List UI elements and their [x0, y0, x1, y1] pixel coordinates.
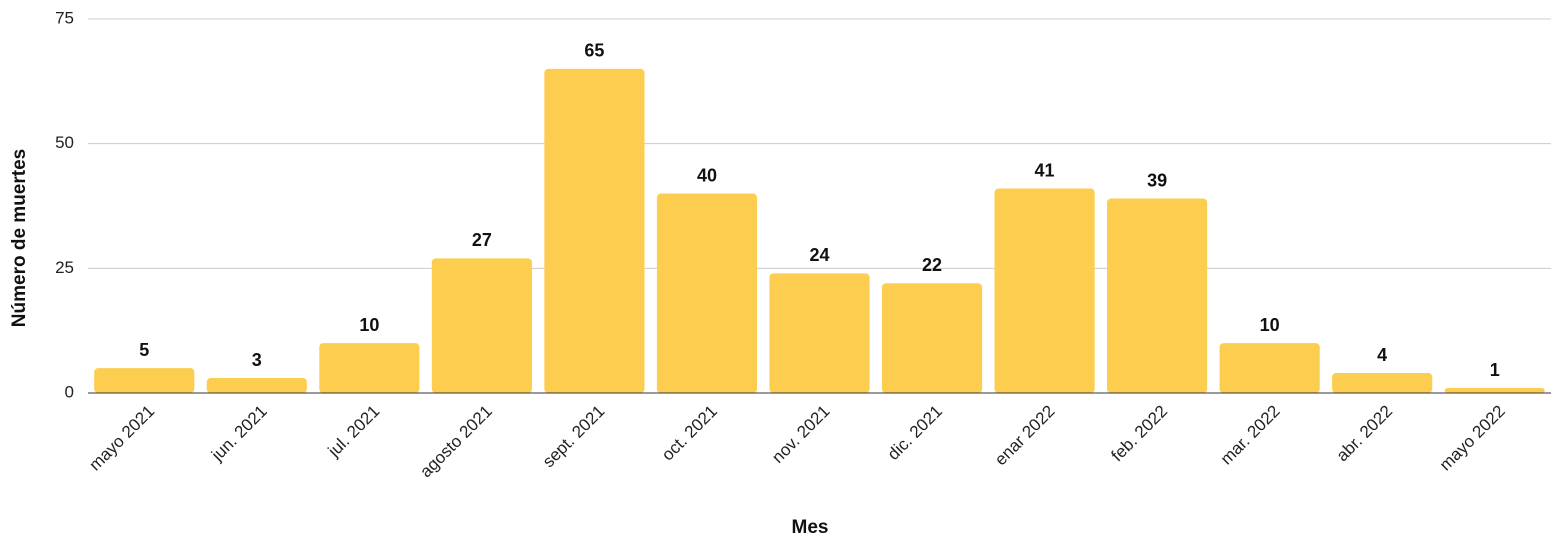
value-label: 40 [697, 165, 717, 185]
bar [769, 273, 870, 393]
value-label: 65 [584, 41, 604, 61]
bar [319, 343, 420, 393]
y-axis-title: Número de muertes [9, 149, 30, 327]
bar [1219, 343, 1320, 393]
bar [544, 68, 645, 393]
bar [1332, 373, 1433, 393]
x-tick-label: mayo 2022 [1436, 402, 1509, 475]
value-label: 27 [472, 230, 492, 250]
bar [431, 258, 532, 393]
y-tick-label: 0 [65, 382, 74, 401]
x-tick-label: agosto 2021 [416, 402, 496, 482]
bar [994, 188, 1095, 393]
bar [206, 378, 307, 393]
x-tick-label: jun. 2021 [207, 402, 271, 466]
x-tick-label: mayo 2021 [85, 402, 158, 475]
value-label: 24 [809, 245, 829, 265]
x-tick-label: dic. 2021 [884, 402, 946, 464]
y-tick-label: 25 [55, 258, 74, 277]
x-tick-label: oct. 2021 [658, 402, 721, 465]
bar [94, 368, 195, 393]
value-label: 10 [1260, 315, 1280, 335]
x-axis-title: Mes [792, 517, 829, 538]
value-label: 1 [1490, 360, 1500, 380]
x-tick-label: enar 2022 [991, 402, 1059, 470]
x-tick-label: abr. 2022 [1333, 402, 1397, 466]
value-label: 3 [252, 350, 262, 370]
x-tick-label: nov. 2021 [768, 402, 833, 467]
x-tick-label: feb. 2022 [1108, 402, 1172, 466]
y-tick-label: 75 [55, 8, 74, 27]
value-label: 5 [139, 340, 149, 360]
bar [881, 283, 983, 393]
bar [1444, 388, 1545, 393]
value-label: 39 [1147, 170, 1167, 190]
x-tick-label: jul. 2021 [324, 402, 384, 462]
y-tick-label: 50 [55, 133, 74, 152]
value-label: 10 [359, 315, 379, 335]
x-tick-label: mar. 2022 [1217, 402, 1284, 469]
value-label: 4 [1377, 345, 1387, 365]
bar [1107, 198, 1208, 393]
x-tick-label: sept. 2021 [539, 402, 609, 472]
value-label: 41 [1035, 160, 1055, 180]
bar [656, 193, 758, 393]
value-label: 22 [922, 255, 942, 275]
